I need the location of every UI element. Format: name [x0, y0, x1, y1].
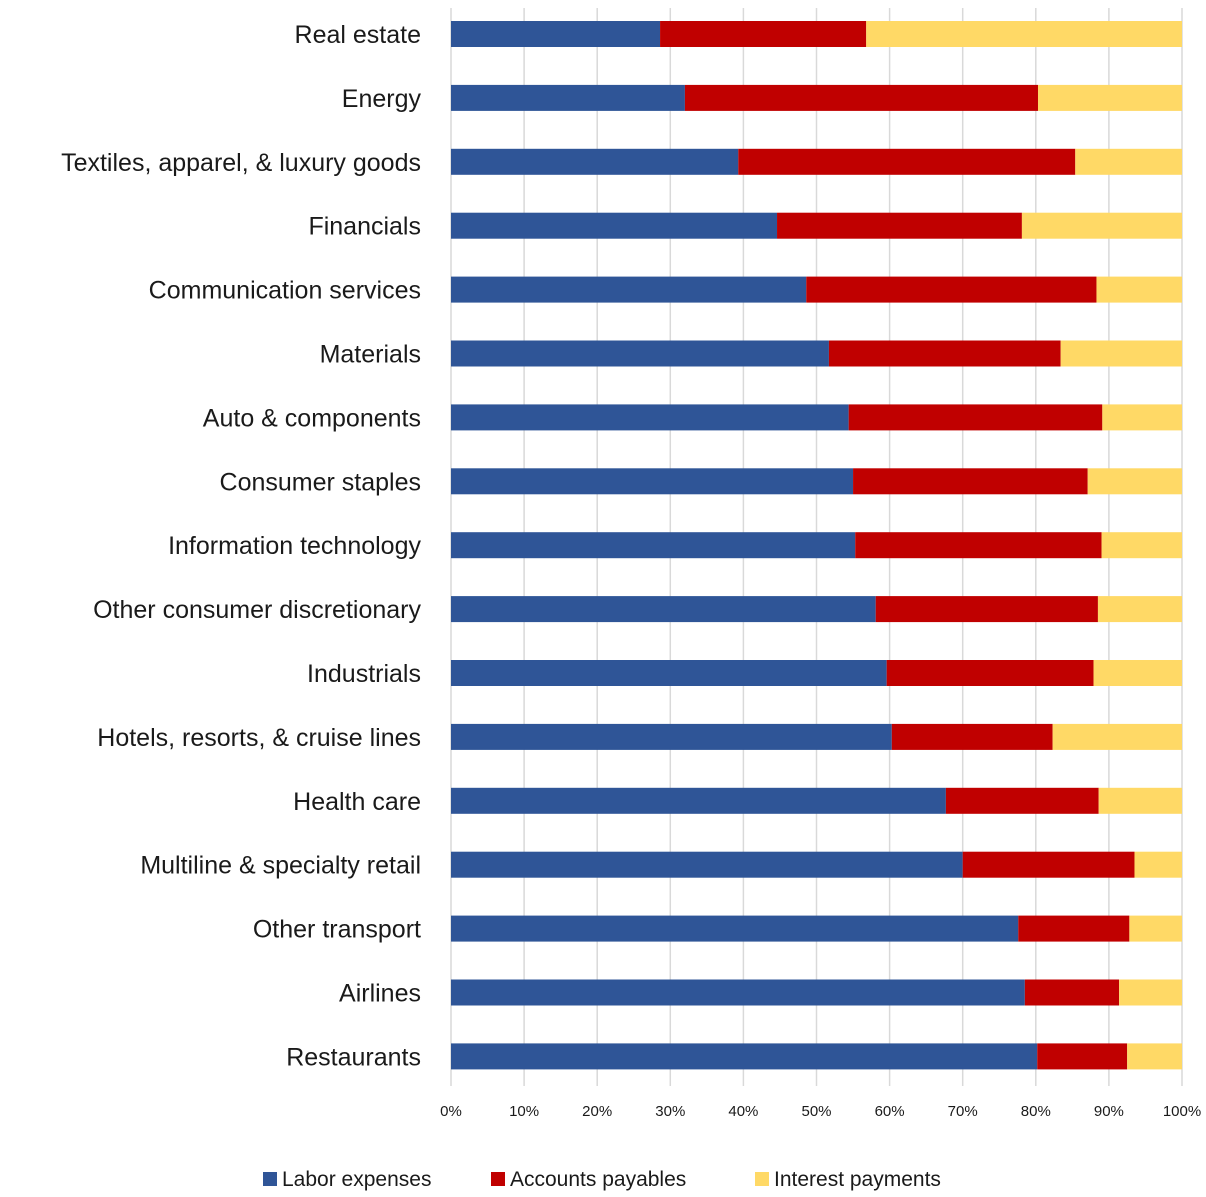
bar-segment-labor-expenses — [451, 468, 854, 495]
x-tick-label: 90% — [1094, 1103, 1124, 1120]
category-label: Multiline & specialty retail — [140, 852, 421, 880]
x-tick-label: 100% — [1163, 1103, 1201, 1120]
category-labels: Real estate Energy Textiles, apparel, & lu… — [61, 21, 421, 1071]
bar-segment-labor-expenses — [451, 532, 856, 559]
legend-label: Interest payments — [774, 1168, 941, 1191]
bar-segment-labor-expenses — [451, 596, 876, 623]
bar-segment-accounts-payables — [1037, 1043, 1128, 1070]
bar-segment-accounts-payables — [806, 276, 1097, 303]
bar-segment-accounts-payables — [738, 148, 1076, 175]
x-tick-label: 10% — [509, 1103, 539, 1120]
bar-segment-interest-payments — [1129, 915, 1182, 942]
category-label: Real estate — [295, 21, 421, 49]
category-label: Information technology — [168, 532, 421, 560]
bar-segment-interest-payments — [1052, 723, 1182, 750]
bars — [451, 21, 1182, 1070]
bar-segment-interest-payments — [1093, 660, 1182, 686]
bar-segment-accounts-payables — [962, 851, 1135, 878]
category-label: Textiles, apparel, & luxury goods — [61, 149, 421, 177]
bar-segment-interest-payments — [1097, 596, 1182, 623]
bar-segment-labor-expenses — [451, 787, 946, 814]
bar-segment-interest-payments — [866, 21, 1182, 47]
bar-segment-labor-expenses — [451, 212, 778, 239]
x-tick-label: 0% — [440, 1103, 462, 1120]
category-label: Restaurants — [286, 1043, 421, 1071]
bar-segment-interest-payments — [1060, 340, 1182, 367]
x-tick-labels: 0% 10% 20% 30% 40% 50% 60% 70% 80% 90% 100% — [440, 1103, 1201, 1120]
x-tick-label: 30% — [655, 1103, 685, 1120]
bar-segment-labor-expenses — [451, 21, 661, 47]
bar-segment-labor-expenses — [451, 340, 829, 367]
bar-segment-interest-payments — [1021, 212, 1182, 239]
legend-swatch — [755, 1172, 769, 1186]
bar-segment-accounts-payables — [855, 532, 1102, 559]
x-tick-label: 70% — [948, 1103, 978, 1120]
bar-segment-accounts-payables — [848, 404, 1103, 431]
bar-segment-interest-payments — [1098, 787, 1182, 814]
bar-segment-accounts-payables — [886, 660, 1094, 686]
category-label: Industrials — [307, 660, 421, 688]
bar-segment-interest-payments — [1087, 468, 1182, 495]
x-tick-label: 60% — [875, 1103, 905, 1120]
bar-segment-accounts-payables — [853, 468, 1088, 495]
bar-segment-labor-expenses — [451, 723, 892, 750]
bar-segment-interest-payments — [1134, 851, 1182, 878]
bar-segment-labor-expenses — [451, 979, 1025, 1006]
legend-label: Labor expenses — [282, 1168, 431, 1191]
category-label: Materials — [320, 341, 421, 369]
bar-segment-accounts-payables — [828, 340, 1061, 367]
category-label: Financials — [308, 213, 421, 241]
bar-segment-labor-expenses — [451, 404, 849, 431]
bar-segment-interest-payments — [1101, 532, 1182, 559]
bar-segment-labor-expenses — [451, 276, 807, 303]
bar-segment-accounts-payables — [1024, 979, 1120, 1006]
category-label: Communication services — [149, 277, 421, 305]
x-tick-label: 80% — [1021, 1103, 1051, 1120]
category-label: Hotels, resorts, & cruise lines — [97, 724, 421, 752]
bar-segment-interest-payments — [1096, 276, 1182, 303]
x-tick-label: 20% — [582, 1103, 612, 1120]
category-label: Health care — [293, 788, 421, 816]
bar-segment-accounts-payables — [891, 723, 1053, 750]
category-label: Airlines — [339, 980, 421, 1008]
legend-swatch — [263, 1172, 277, 1186]
bar-segment-interest-payments — [1127, 1043, 1182, 1070]
bar-segment-labor-expenses — [451, 915, 1019, 942]
bar-segment-accounts-payables — [660, 21, 867, 47]
bar-segment-interest-payments — [1037, 84, 1182, 111]
bar-segment-interest-payments — [1119, 979, 1182, 1006]
bar-segment-accounts-payables — [1018, 915, 1130, 942]
category-label: Consumer staples — [220, 468, 421, 496]
category-label: Energy — [342, 85, 422, 113]
legend-swatch — [491, 1172, 505, 1186]
legend-label: Accounts payables — [510, 1168, 686, 1191]
category-label: Other transport — [253, 916, 421, 944]
bar-segment-accounts-payables — [945, 787, 1099, 814]
bar-segment-accounts-payables — [875, 596, 1098, 623]
bar-segment-accounts-payables — [684, 84, 1038, 111]
x-tick-label: 40% — [728, 1103, 758, 1120]
bar-segment-interest-payments — [1075, 148, 1182, 175]
category-label: Auto & components — [203, 404, 421, 432]
category-label: Other consumer discretionary — [93, 596, 421, 624]
bar-segment-labor-expenses — [451, 1043, 1038, 1070]
bar-segment-labor-expenses — [451, 851, 963, 878]
bar-segment-accounts-payables — [777, 212, 1022, 239]
legend: Labor expenses Accounts payables Interest … — [263, 1168, 941, 1191]
bar-segment-interest-payments — [1102, 404, 1182, 431]
bar-segment-labor-expenses — [451, 148, 739, 175]
bar-segment-labor-expenses — [451, 660, 887, 686]
x-tick-label: 50% — [801, 1103, 831, 1120]
bar-segment-labor-expenses — [451, 84, 685, 111]
